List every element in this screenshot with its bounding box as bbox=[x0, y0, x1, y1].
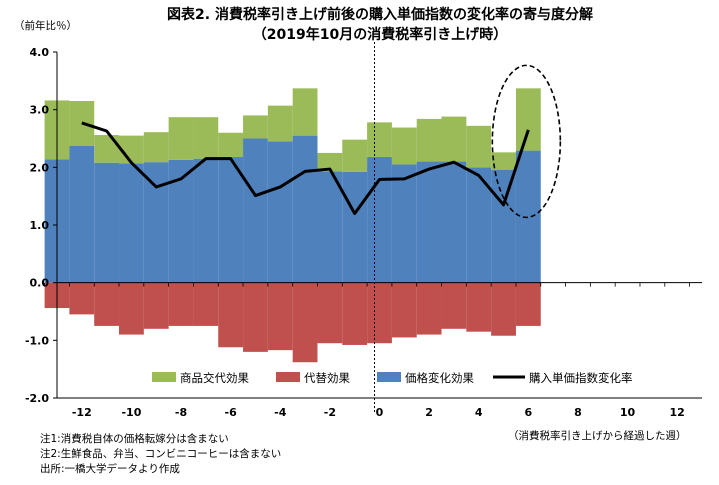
bar-substitution-week--8 bbox=[168, 282, 194, 326]
y-tick-label: 3.0 bbox=[30, 104, 50, 117]
bar-product-change-week--10 bbox=[119, 135, 144, 164]
legend-product-change-label: 商品交代効果 bbox=[180, 371, 249, 385]
bar-price-change-week-3 bbox=[441, 161, 467, 283]
bar-product-change-week-6 bbox=[515, 88, 541, 151]
bar-substitution-week-1 bbox=[391, 282, 417, 338]
bar-layer bbox=[44, 88, 541, 363]
bar-product-change-week--1 bbox=[342, 139, 368, 172]
bar-price-change-week--2 bbox=[317, 171, 343, 283]
legend-unit-price-line-label: 購入単価指数変化率 bbox=[529, 371, 633, 385]
bar-price-change-week-2 bbox=[416, 161, 442, 283]
chart-title-line1: 図表2. 消費税率引き上げ前後の購入単価指数の変化率の寄与度分解 bbox=[167, 7, 593, 23]
axes-layer: 4.0 3.0 2.0 1.0 0.0 -1.0 -2.0 -12 -10 -8 -6 -4 -2 0 2 4… bbox=[25, 42, 702, 419]
x-tick-label: 4 bbox=[475, 406, 483, 419]
legend-substitution-label: 代替効果 bbox=[304, 371, 350, 385]
note-2: 注2:生鮮食品、弁当、コンビニコーヒーは含まない bbox=[40, 448, 282, 460]
bar-price-change-week-1 bbox=[391, 164, 417, 283]
note-1: 注1:消費税自体の価格転嫁分は含まない bbox=[40, 433, 229, 445]
bar-price-change-week-6 bbox=[515, 150, 541, 283]
bar-price-change-week--1 bbox=[342, 171, 368, 283]
bar-substitution-week--7 bbox=[193, 282, 219, 326]
chart-legend: 商品交代効果 代替効果 価格変化効果 購入単価指数変化率 bbox=[152, 371, 633, 385]
x-tick-label: 8 bbox=[574, 406, 582, 419]
bar-price-change-week--3 bbox=[292, 135, 318, 283]
chart-title-line2: （2019年10月の消費税率引き上げ時） bbox=[252, 27, 508, 43]
bar-product-change-week--4 bbox=[267, 105, 293, 142]
bar-price-change-week--9 bbox=[143, 162, 169, 283]
x-axis-unit-label: （消費税率引き上げから経過した週） bbox=[508, 430, 687, 442]
bar-substitution-week-0 bbox=[367, 282, 392, 344]
legend-substitution-swatch bbox=[276, 372, 300, 382]
bar-product-change-week--3 bbox=[292, 88, 318, 136]
bar-substitution-week--10 bbox=[119, 282, 144, 335]
y-tick-label: -1.0 bbox=[25, 334, 49, 347]
bar-substitution-week--4 bbox=[267, 282, 293, 351]
y-tick-label: 1.0 bbox=[30, 219, 50, 232]
x-tick-label: -4 bbox=[274, 406, 287, 419]
bar-substitution-week--11 bbox=[94, 282, 120, 326]
x-tick-label: -12 bbox=[72, 406, 92, 419]
bar-product-change-week--2 bbox=[317, 152, 343, 172]
bar-product-change-week-1 bbox=[391, 127, 417, 165]
bar-product-change-week--8 bbox=[168, 117, 194, 160]
bar-substitution-week--2 bbox=[317, 282, 343, 344]
bar-price-change-week--11 bbox=[94, 162, 120, 283]
bar-product-change-week-2 bbox=[416, 118, 442, 162]
line-layer bbox=[81, 64, 562, 219]
bar-product-change-week--7 bbox=[193, 117, 219, 159]
x-tick-label: 12 bbox=[670, 406, 685, 419]
x-tick-label: 10 bbox=[620, 406, 636, 419]
bar-price-change-week--10 bbox=[119, 163, 144, 283]
bar-price-change-week--6 bbox=[218, 156, 244, 283]
bar-price-change-week--12 bbox=[69, 145, 95, 283]
bar-product-change-week--5 bbox=[243, 115, 268, 139]
x-tick-label: 0 bbox=[376, 406, 384, 419]
y-tick-label: -2.0 bbox=[25, 392, 49, 405]
bar-substitution-week--1 bbox=[342, 282, 368, 345]
x-tick-label: -8 bbox=[175, 406, 187, 419]
bar-product-change-week-0 bbox=[367, 122, 392, 157]
x-tick-label: 2 bbox=[425, 406, 433, 419]
bar-substitution-week-5 bbox=[491, 282, 516, 336]
bar-price-change-week--5 bbox=[243, 138, 268, 283]
bar-substitution-week--12 bbox=[69, 282, 95, 315]
bar-price-change-week-5 bbox=[491, 169, 516, 283]
bar-price-change-week--4 bbox=[267, 141, 293, 283]
x-tick-label: 6 bbox=[525, 406, 533, 419]
y-tick-label: 2.0 bbox=[30, 161, 50, 174]
bar-substitution-week--6 bbox=[218, 282, 244, 348]
bar-product-change-week-5 bbox=[491, 152, 516, 170]
bar-substitution-week--5 bbox=[243, 282, 268, 352]
bar-substitution-week-3 bbox=[441, 282, 467, 329]
bar-product-change-week--6 bbox=[218, 132, 244, 157]
bar-product-change-week-4 bbox=[466, 125, 492, 168]
bar-price-change-week--7 bbox=[193, 158, 219, 283]
x-tick-label: -2 bbox=[324, 406, 336, 419]
bar-substitution-week--3 bbox=[292, 282, 318, 363]
bar-substitution-week-2 bbox=[416, 282, 442, 335]
line-unit-price-change bbox=[81, 121, 530, 215]
y-tick-label: 4.0 bbox=[30, 46, 50, 59]
x-tick-label: -10 bbox=[121, 406, 141, 419]
legend-price-change-label: 価格変化効果 bbox=[405, 371, 474, 385]
x-tick-label: -6 bbox=[225, 406, 238, 419]
bar-product-change-week--9 bbox=[143, 132, 169, 163]
bar-price-change-week-0 bbox=[367, 156, 392, 283]
bar-product-change-week-3 bbox=[441, 116, 467, 162]
legend-price-change-swatch bbox=[377, 372, 401, 382]
bar-substitution-week-4 bbox=[466, 282, 492, 332]
bar-substitution-week-6 bbox=[515, 282, 541, 326]
chart-notes: 注1:消費税自体の価格転嫁分は含まない 注2:生鮮食品、弁当、コンビニコーヒーは… bbox=[40, 432, 281, 477]
y-tick-label: 0.0 bbox=[30, 277, 50, 290]
bar-product-change-week--11 bbox=[94, 135, 120, 163]
y-axis-unit-label: （前年比％） bbox=[14, 20, 77, 32]
highlight-ellipse bbox=[491, 64, 562, 219]
bar-substitution-week--9 bbox=[143, 282, 169, 329]
note-source: 出所:一橋大学データより作成 bbox=[40, 463, 180, 475]
legend-product-change-swatch bbox=[152, 372, 176, 382]
